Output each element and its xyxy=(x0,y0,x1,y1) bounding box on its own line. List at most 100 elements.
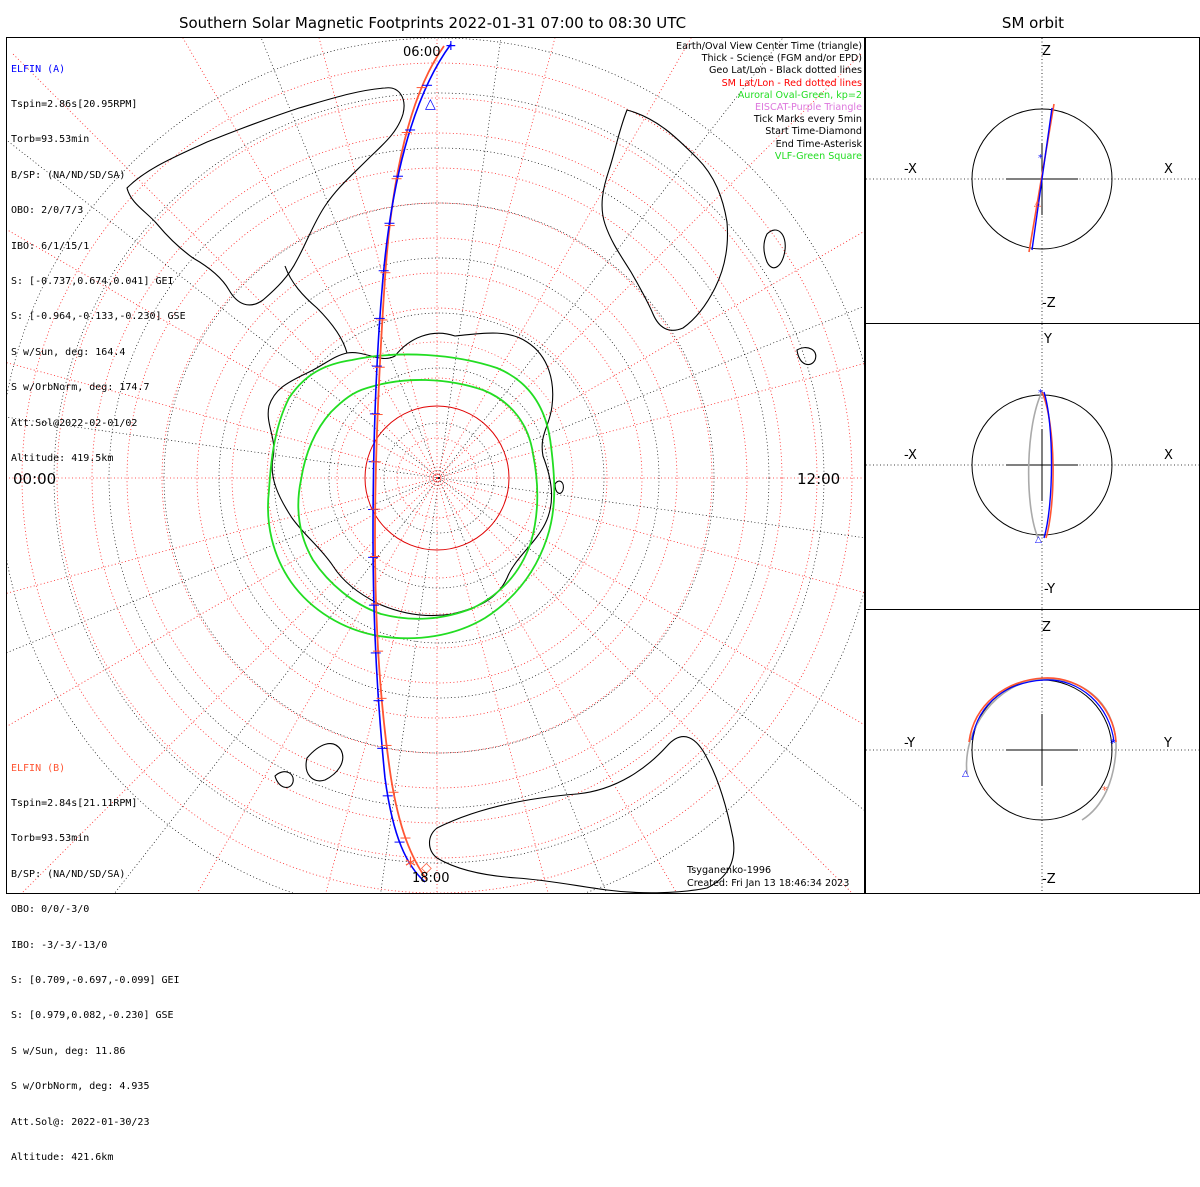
svg-text:*: * xyxy=(1038,153,1043,164)
elfin-b-end-asterisk: * xyxy=(405,855,416,880)
axis-label-right: X xyxy=(1164,448,1173,463)
sm-longitude-line xyxy=(436,477,549,893)
xy-panel-canvas: * △ xyxy=(866,324,1199,609)
elfin-b-line: S w/OrbNorm, deg: 4.935 xyxy=(11,1081,150,1093)
elfin-b-line: S: [0.709,-0.697,-0.099] GEI xyxy=(11,974,180,986)
legend-entry: EISCAT-Purple Triangle xyxy=(755,102,862,114)
view-center-triangle: △ xyxy=(425,96,436,112)
elfin-a-track xyxy=(372,43,452,883)
sm-longitude-line xyxy=(436,477,678,893)
footprint-map: △ * + ◇ ELFIN (A) Tspin=2.86s[20.95RPM] Tor… xyxy=(6,37,865,1163)
geo-longitude-line xyxy=(438,477,864,539)
legend-entry: Tick Marks every 5min xyxy=(753,114,862,126)
elfin-b-line: IBO: -3/-3/-13/0 xyxy=(11,939,108,951)
svg-text:*: * xyxy=(1110,737,1116,750)
sm-longitude-line xyxy=(436,477,864,725)
elfin-a-orbit xyxy=(971,679,1115,743)
sm-lat-lon-grid xyxy=(7,38,864,893)
sm-latitude-circle xyxy=(266,307,608,649)
elfin-a-line: IBO: 6/1/15/1 xyxy=(11,240,90,252)
earth-outline xyxy=(971,108,1113,250)
geo-longitude-line xyxy=(438,38,502,479)
elfin-b-info: ELFIN (B) Tspin=2.84s[21.11RPM] Torb=93.… xyxy=(11,739,180,1187)
elfin-b-name: ELFIN (B) xyxy=(11,762,66,774)
elfin-b-line: Tspin=2.84s[21.11RPM] xyxy=(11,797,138,809)
plot-title: Southern Solar Magnetic Footprints 2022-… xyxy=(178,14,687,32)
elfin-b-start-diamond: ◇ xyxy=(421,860,432,876)
geo-longitude-line xyxy=(438,477,864,811)
elfin-a-name: ELFIN (A) xyxy=(11,63,66,75)
polar-map-canvas: △ * + ◇ xyxy=(7,38,864,893)
africa-coastline xyxy=(601,109,728,331)
elfin-b-line: B/SP: (NA/ND/SD/SA) xyxy=(11,868,126,880)
axis-label-left: -X xyxy=(904,448,917,463)
sm-latitude-circle xyxy=(396,437,478,519)
elfin-b-orbit xyxy=(1041,391,1054,539)
sm-latitude-circle xyxy=(91,132,783,824)
elfin-a-orbit xyxy=(1043,391,1053,539)
elfin-b-line: S: [0.979,0.082,-0.230] GSE xyxy=(11,1010,174,1022)
axis-label-right: X xyxy=(1164,162,1173,177)
svg-text:*: * xyxy=(1102,784,1108,797)
sm-longitude-line xyxy=(318,38,438,479)
elfin-b-line: S w/Sun, deg: 11.86 xyxy=(11,1045,126,1057)
elfin-a-line: S w/Sun, deg: 164.4 xyxy=(11,346,126,358)
auroral-oval-inner xyxy=(297,379,539,620)
xz-panel-canvas: * △ xyxy=(866,38,1199,323)
new-zealand-coastline xyxy=(305,743,344,782)
geo-latitude-circle xyxy=(53,92,825,864)
axis-label-top: Z xyxy=(1042,44,1051,59)
legend-entry: End Time-Asterisk xyxy=(775,138,862,150)
elfin-footprint-tracks: △ * + ◇ xyxy=(368,38,457,883)
elfin-a-line: S: [-0.737,0.674,0.041] GEI xyxy=(11,275,174,287)
model-label: Tsyganenko-1996 xyxy=(687,865,772,876)
legend-entry: SM Lat/Lon - Red dotted lines xyxy=(721,77,862,89)
elfin-a-orbit xyxy=(1031,107,1053,251)
created-timestamp: Created: Fri Jan 13 18:46:34 2023 xyxy=(687,878,850,889)
elfin-b-track xyxy=(374,45,445,881)
elfin-a-line: OBO: 2/0/7/3 xyxy=(11,205,84,217)
legend-entry: VLF-Green Square xyxy=(774,150,862,162)
antarctic-peninsula xyxy=(284,265,348,354)
axis-label-bottom: -Z xyxy=(1042,872,1056,887)
side-panel-title: SM orbit xyxy=(1001,14,1065,32)
legend-entry: Auroral Oval-Green, kp=2 xyxy=(737,89,862,101)
elfin-b-orbit xyxy=(968,677,1117,743)
elfin-a-line: Att.Sol@2022-02-01/02 xyxy=(11,417,138,429)
svg-text:*: * xyxy=(1038,388,1043,399)
coastlines xyxy=(126,87,817,893)
axis-label-top: Y xyxy=(1044,332,1052,347)
sm-longitude-line xyxy=(325,477,438,893)
elfin-b-line: Altitude: 421.6km xyxy=(11,1151,114,1163)
sm-latitude-circle xyxy=(161,202,713,754)
sm-longitude-line xyxy=(436,477,864,593)
svg-text:△: △ xyxy=(962,769,969,779)
geo-longitude-line xyxy=(438,305,864,479)
sm-latitude-circle xyxy=(196,237,678,719)
axis-label-left: -Y xyxy=(904,736,916,751)
elfin-a-line: Altitude: 419.5km xyxy=(11,452,114,464)
time-label-right: 12:00 xyxy=(797,470,841,488)
sm-latitude-circle xyxy=(56,97,818,859)
sm-latitude-circle xyxy=(364,405,510,551)
elfin-a-line: B/SP: (NA/ND/SD/SA) xyxy=(11,169,126,181)
antarctica-coastline xyxy=(267,332,554,617)
legend-entry: Start Time-Diamond xyxy=(765,126,862,138)
legend-entry: Earth/Oval View Center Time (triangle) xyxy=(676,41,862,52)
sm-latitude-circle xyxy=(231,272,643,684)
geo-latitude-circle xyxy=(218,257,660,699)
sm-latitude-circle xyxy=(126,167,748,789)
elfin-a-line: S: [-0.964,-0.133,-0.230] GSE xyxy=(11,311,186,323)
geo-latitude-circle xyxy=(108,147,770,809)
svg-text:△: △ xyxy=(1034,199,1041,209)
axis-label-bottom: -Y xyxy=(1044,582,1056,597)
time-label-left: 00:00 xyxy=(13,470,57,488)
axis-label-right: Y xyxy=(1164,736,1172,751)
orbit-shadow xyxy=(1027,391,1043,539)
sm-orbit-yz-panel: △ * * Z -Z -Y Y xyxy=(865,609,1200,894)
sm-longitude-line xyxy=(436,231,864,479)
sm-orbit-xy-panel: * △ Y -Y -X X xyxy=(865,323,1200,610)
time-label-bottom: 18:00 xyxy=(412,871,450,886)
legend-entry: Geo Lat/Lon - Black dotted lines xyxy=(708,65,862,77)
elfin-a-info: ELFIN (A) Tspin=2.86s[20.95RPM] Torb=93.… xyxy=(11,40,186,488)
